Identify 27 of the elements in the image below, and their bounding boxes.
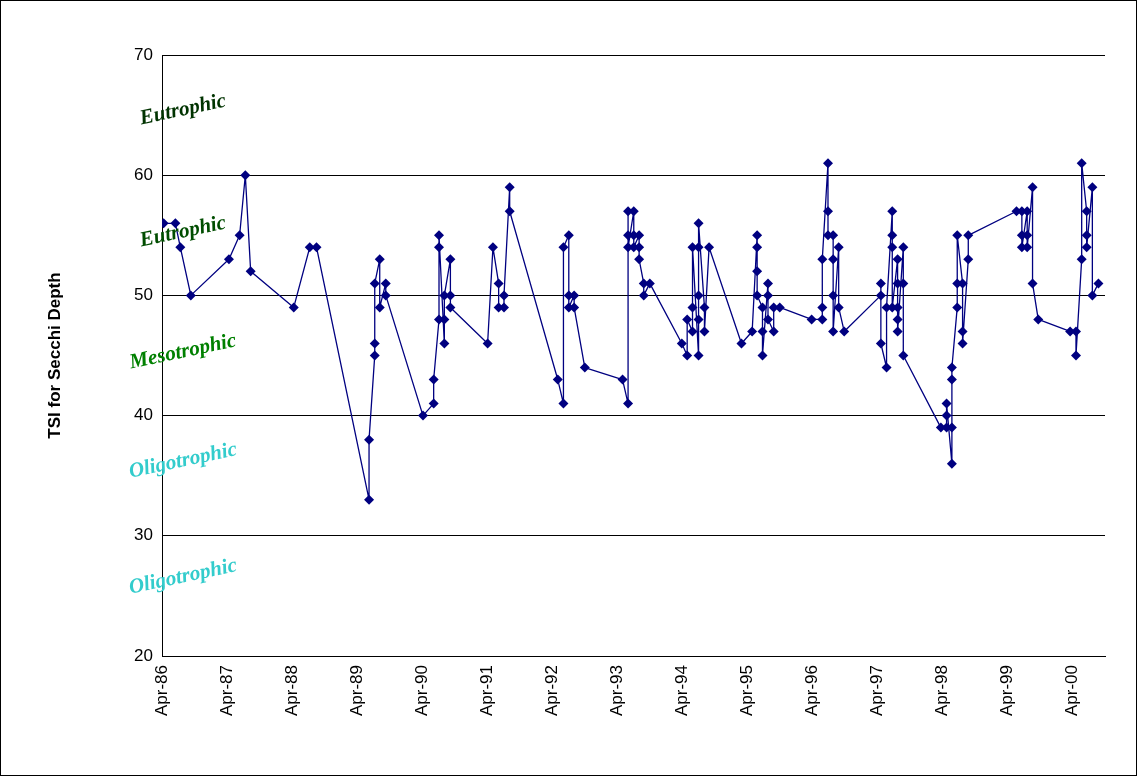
y-tick-label: 50	[134, 285, 153, 305]
x-tick-label: Apr-99	[996, 665, 1016, 717]
x-tick-label: Apr-90	[411, 665, 431, 717]
x-tick-label: Apr-93	[606, 665, 626, 717]
annotation: Mesotrophic	[126, 327, 239, 374]
annotation: Eutrophic	[136, 209, 229, 252]
x-tick-label: Apr-96	[802, 665, 822, 717]
y-tick-label: 30	[134, 525, 153, 545]
y-tick-label: 70	[134, 44, 153, 64]
x-tick-label: Apr-89	[346, 665, 366, 717]
x-tick-label: Apr-94	[671, 665, 691, 717]
x-tick-label: Apr-00	[1062, 665, 1082, 717]
annotation: Oligotrophic	[126, 436, 240, 483]
x-tick-label: Apr-92	[541, 665, 561, 717]
x-tick-label: Apr-86	[151, 665, 171, 717]
x-tick-label: Apr-87	[216, 665, 236, 717]
x-tick-label: Apr-98	[931, 665, 951, 717]
y-tick-label: 20	[134, 645, 153, 665]
annotation: Eutrophic	[136, 87, 229, 130]
annotation: Oligotrophic	[126, 552, 240, 599]
x-tick-label: Apr-88	[281, 665, 301, 717]
y-tick-label: 40	[134, 405, 153, 425]
y-axis-title: TSI for Secchi Depth	[44, 272, 64, 439]
x-tick-label: Apr-95	[736, 665, 756, 717]
x-tick-label: Apr-91	[476, 665, 496, 717]
x-tick-label: Apr-97	[866, 665, 886, 717]
y-tick-label: 60	[134, 164, 153, 184]
